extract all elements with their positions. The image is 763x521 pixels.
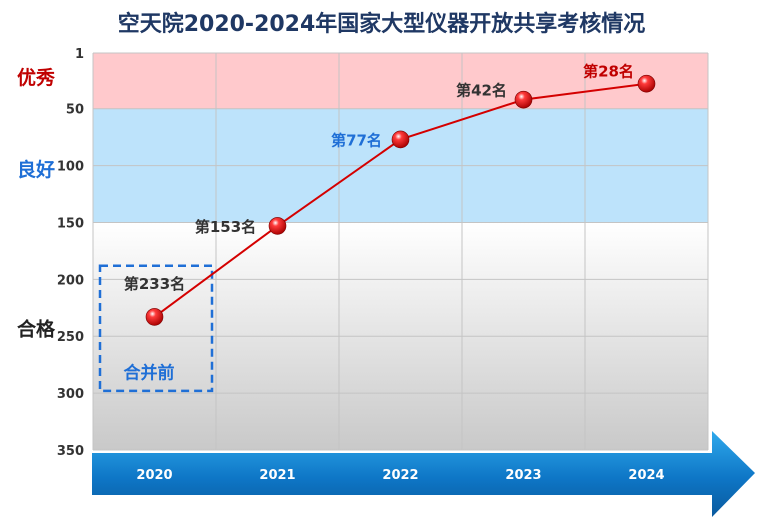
x-tick-label: 2021: [259, 468, 295, 483]
chart-title: 空天院2020-2024年国家大型仪器开放共享考核情况: [117, 12, 646, 37]
x-tick-label: 2020: [136, 468, 172, 483]
year-axis-arrow: 2020 2021 2022 2023 2024: [92, 431, 755, 517]
data-label: 第28名: [583, 63, 634, 81]
y-tick-label: 50: [66, 103, 84, 118]
annotation-box: 合并前: [98, 264, 214, 393]
axis-arrow-shape: [92, 431, 755, 517]
y-tick-label: 350: [57, 444, 84, 459]
data-point: [145, 308, 164, 326]
band-label-0: 优秀: [17, 66, 56, 89]
data-point: [268, 217, 287, 235]
band-label-2: 合格: [17, 317, 56, 340]
y-tick-label: 1: [75, 47, 84, 62]
y-tick-label: 100: [57, 160, 84, 175]
annotation-dashed-box: [98, 264, 214, 393]
data-point: [391, 130, 410, 149]
band-0: [93, 53, 708, 109]
x-tick-label: 2024: [628, 468, 664, 483]
data-label: 第42名: [456, 82, 507, 100]
x-tick-label: 2023: [505, 468, 541, 483]
y-tick-label: 200: [57, 273, 84, 288]
annotation-label: 合并前: [124, 362, 175, 383]
data-label: 第153名: [195, 218, 256, 236]
data-point: [514, 90, 533, 109]
band-label-1: 良好: [17, 158, 55, 181]
y-tick-label: 300: [57, 387, 84, 402]
y-tick-label: 250: [57, 330, 84, 345]
data-point: [637, 74, 656, 93]
rank-series: 第233名 第153名 第77名 第42名 第28名: [124, 63, 656, 326]
grid-lines: [92, 52, 709, 451]
data-label: 第77名: [331, 131, 382, 149]
y-tick-label: 150: [57, 216, 84, 231]
x-tick-label: 2022: [382, 468, 418, 483]
data-label: 第233名: [124, 275, 185, 293]
